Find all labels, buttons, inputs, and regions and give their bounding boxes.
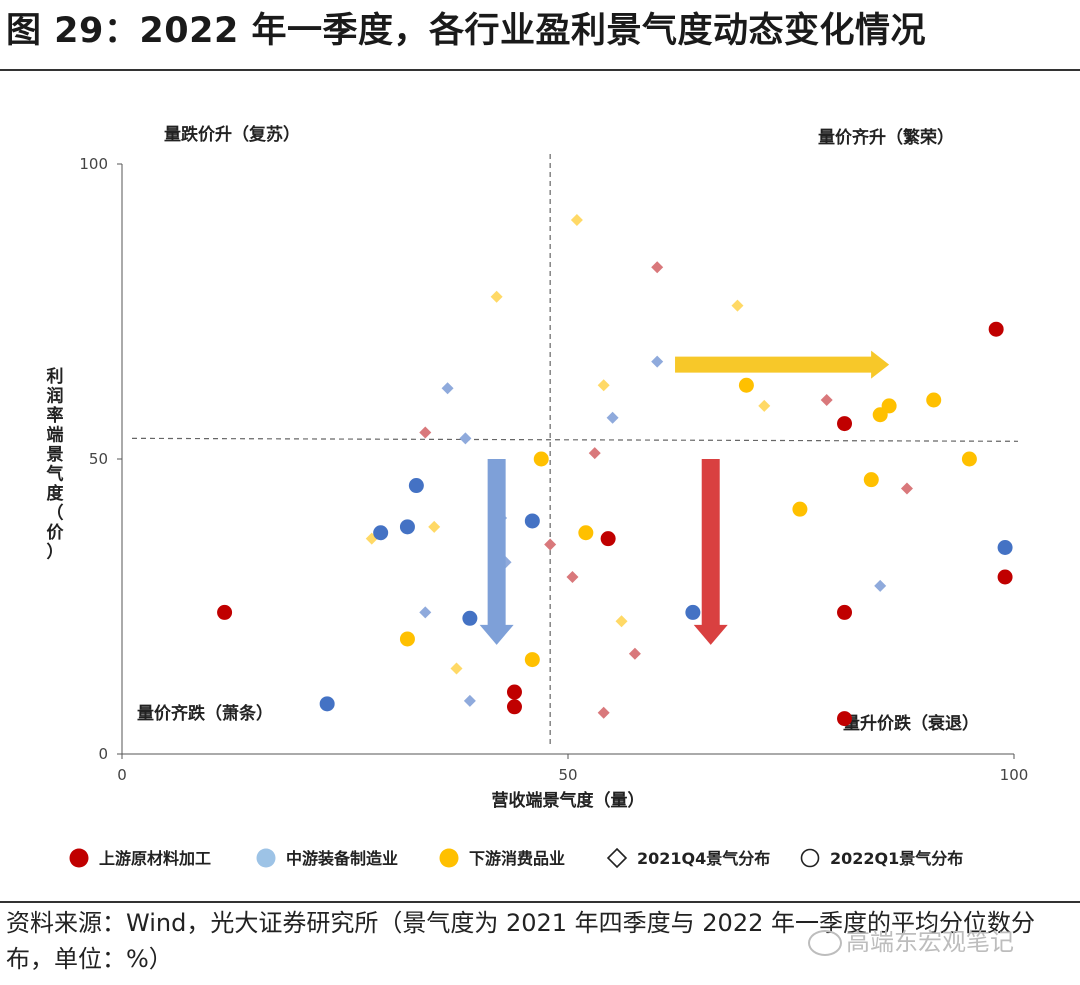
- y-tick-label: 100: [79, 155, 108, 173]
- legend-midstream-label: 中游装备制造业: [286, 849, 398, 868]
- midstream-q4-diamond-point: [463, 694, 476, 707]
- x-tick-label: 100: [1000, 766, 1029, 784]
- wechat-icon: [808, 930, 842, 956]
- quadrant-label-bottom-right: 量升价跌（衰退）: [843, 713, 979, 734]
- upstream-q4-diamond-point: [566, 571, 579, 583]
- downstream-q4-diamond-point: [758, 399, 771, 412]
- x-axis-label: 营收端景气度（量）: [492, 790, 645, 811]
- watermark: 高端东宏观笔记: [808, 922, 1014, 957]
- downstream-q1-circle-point: [863, 472, 879, 488]
- upstream-q1-circle-point: [837, 416, 853, 432]
- legend-upstream-marker: [69, 848, 89, 868]
- legend-downstream-marker: [439, 848, 459, 868]
- quadrant-label-top-right: 量价齐升（繁荣）: [818, 127, 954, 148]
- upstream-q4-diamond-point: [820, 394, 833, 406]
- midstream-q1-circle-point: [373, 525, 389, 541]
- upstream-q1-circle-point: [997, 569, 1013, 585]
- midstream-q4-diamond-point: [419, 606, 432, 619]
- trend-arrow-red: [693, 459, 728, 645]
- legend-q1-label: 2022Q1景气分布: [830, 849, 963, 868]
- upstream-q4-diamond-point: [597, 706, 610, 719]
- scatter-chart: 0 50 100 0 50 100 营收端景气度（量） 利润率端景气度（价） 量跌价升（复苏） 量…: [46, 124, 1029, 869]
- downstream-q1-circle-point: [792, 501, 808, 517]
- quadrant-label-bottom-left: 量价齐跌（萧条）: [137, 703, 273, 724]
- upstream-q1-circle-point: [600, 531, 616, 547]
- downstream-q4-diamond-point: [450, 662, 463, 675]
- upstream-q1-circle-point: [506, 699, 522, 715]
- source-rule: [0, 901, 1080, 903]
- downstream-q1-circle-point: [961, 451, 977, 467]
- upstream-q1-circle-point: [506, 684, 522, 700]
- midstream-q1-circle-point: [462, 610, 478, 626]
- y-tick-label: 50: [89, 450, 108, 468]
- downstream-q4-diamond-point: [428, 520, 441, 533]
- horizontal-reference-line: [131, 437, 1019, 442]
- legend-midstream-marker: [256, 848, 276, 868]
- legend-q1-marker: [800, 848, 820, 868]
- legend-downstream-label: 下游消费品业: [469, 849, 565, 868]
- downstream-q1-circle-point: [399, 631, 415, 647]
- y-tick-label: 0: [98, 745, 108, 763]
- y-axis-label: 利润率端景气度（价）: [46, 366, 65, 563]
- midstream-q4-diamond-point: [606, 411, 619, 424]
- midstream-q1-circle-point: [997, 540, 1013, 555]
- downstream-q4-diamond-point: [597, 379, 610, 392]
- x-tick-label: 50: [558, 766, 577, 784]
- midstream-q4-diamond-point: [651, 355, 664, 368]
- midstream-q1-circle-point: [319, 696, 335, 712]
- title-rule: [0, 69, 1080, 71]
- trend-arrow-blue: [479, 459, 514, 645]
- downstream-q1-circle-point: [578, 525, 594, 541]
- upstream-q4-diamond-point: [628, 647, 641, 660]
- midstream-q1-circle-point: [524, 513, 540, 529]
- trend-arrow-yellow: [675, 350, 890, 379]
- upstream-q1-circle-point: [837, 604, 853, 620]
- figure-title: 图 29：2022 年一季度，各行业盈利景气度动态变化情况: [6, 11, 926, 51]
- downstream-q4-diamond-point: [490, 290, 503, 303]
- midstream-q4-diamond-point: [874, 579, 887, 592]
- legend-q4-label: 2021Q4景气分布: [637, 849, 770, 868]
- watermark-text: 高端东宏观笔记: [846, 928, 1014, 956]
- midstream-q1-circle-point: [399, 519, 415, 535]
- downstream-q4-diamond-point: [731, 299, 744, 312]
- upstream-q4-diamond-point: [651, 261, 664, 274]
- legend-upstream-label: 上游原材料加工: [99, 849, 211, 868]
- upstream-q1-circle-point: [837, 711, 853, 727]
- source-note: 资料来源：Wind，光大证券研究所（景气度为 2021 年四季度与 2022 年…: [6, 909, 1035, 973]
- upstream-q4-diamond-point: [588, 447, 601, 460]
- midstream-q1-circle-point: [685, 604, 701, 620]
- midstream-q1-circle-point: [408, 478, 424, 494]
- downstream-q1-circle-point: [533, 451, 549, 467]
- legend-q4-marker: [606, 847, 628, 869]
- downstream-q1-circle-point: [524, 652, 540, 668]
- downstream-q1-circle-point: [881, 398, 897, 414]
- upstream-q1-circle-point: [217, 604, 233, 620]
- x-tick-label: 0: [117, 766, 127, 784]
- upstream-q1-circle-point: [988, 321, 1004, 337]
- upstream-q4-diamond-point: [419, 426, 432, 439]
- downstream-q4-diamond-point: [570, 214, 583, 227]
- midstream-q4-diamond-point: [459, 432, 472, 445]
- upstream-q4-diamond-point: [900, 482, 913, 495]
- downstream-q4-diamond-point: [615, 615, 628, 628]
- quadrant-label-top-left: 量跌价升（复苏）: [164, 124, 300, 145]
- upstream-q4-diamond-point: [544, 538, 557, 551]
- downstream-q1-circle-point: [738, 377, 754, 393]
- midstream-q4-diamond-point: [441, 382, 454, 395]
- downstream-q1-circle-point: [926, 392, 942, 408]
